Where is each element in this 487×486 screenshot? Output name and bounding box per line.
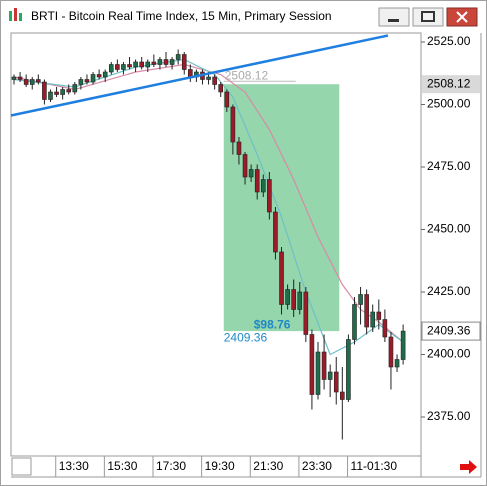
y-tick-label: 2475.00 — [427, 159, 471, 173]
candle-body — [11, 76, 17, 80]
price-marker — [421, 321, 481, 341]
candle-body — [358, 294, 363, 305]
candle-body — [230, 106, 236, 143]
x-tick-label: 15:30 — [107, 459, 137, 473]
candle-body — [17, 76, 23, 80]
x-tick-label: 11-01:30 — [351, 459, 398, 473]
candle-body — [78, 79, 84, 85]
x-tick-label: 21:30 — [253, 459, 283, 473]
candle-body — [236, 141, 242, 155]
candle-body — [303, 291, 309, 335]
candle-body — [36, 79, 41, 83]
candle-body — [364, 294, 369, 328]
candle-body — [60, 89, 65, 95]
candle-body — [382, 319, 388, 338]
candle-body — [23, 79, 29, 85]
candle-body — [291, 289, 296, 310]
candle-body — [333, 371, 339, 393]
candle-body — [388, 336, 394, 368]
restore-button[interactable] — [412, 7, 444, 27]
corner-box[interactable] — [11, 457, 32, 476]
candle-body — [327, 371, 333, 380]
minimize-button[interactable] — [378, 7, 410, 27]
candle-body — [224, 91, 230, 108]
candle-body — [133, 61, 138, 68]
candle-body — [66, 89, 72, 93]
candle-body — [260, 179, 266, 193]
y-tick-label: 2400.00 — [427, 347, 471, 361]
measure-bottom-label: 2409.36 — [224, 330, 268, 344]
candle-body — [212, 76, 217, 85]
candle-body — [96, 74, 102, 78]
candle-body — [321, 351, 327, 380]
candle-body — [273, 211, 278, 253]
candle-body — [163, 59, 169, 65]
y-tick-label: 2425.00 — [427, 284, 471, 298]
candle-body — [394, 359, 400, 368]
candle-body — [254, 169, 260, 193]
candle-body — [297, 291, 303, 310]
candle-body — [267, 179, 272, 213]
x-tick-label: 19:30 — [205, 459, 235, 473]
measure-difference-label: $98.76 — [254, 317, 291, 331]
candle-body — [90, 74, 96, 83]
candle-body — [400, 330, 406, 360]
candle-body — [127, 64, 132, 68]
candle-body — [84, 79, 90, 83]
x-tick-label: 13:30 — [59, 459, 89, 473]
x-tick-label: 23:30 — [302, 459, 332, 473]
candle-body — [175, 54, 181, 60]
candle-body — [370, 311, 376, 328]
x-tick-label: 17:30 — [156, 459, 186, 473]
candle-body — [352, 304, 357, 340]
candle-body — [279, 251, 284, 305]
candle-body — [48, 91, 53, 100]
y-tick-label: 2500.00 — [427, 97, 471, 111]
trendline — [10, 34, 389, 117]
candle-body — [29, 79, 35, 85]
candle-body — [242, 154, 248, 178]
candle-body — [315, 351, 321, 395]
measure-top-label: 2508.12 — [225, 68, 269, 82]
candle-body — [218, 84, 224, 93]
candle-body — [54, 91, 59, 95]
scroll-arrow[interactable] — [460, 460, 477, 474]
price-marker — [422, 75, 480, 94]
candle-body — [285, 289, 290, 305]
candle-body — [340, 391, 345, 400]
candle-body — [102, 71, 108, 78]
candle-body — [181, 54, 187, 70]
candle-body — [169, 59, 175, 65]
candle-body — [145, 61, 151, 68]
candle-body — [206, 76, 211, 80]
candle-body — [151, 61, 157, 65]
candle-body — [42, 81, 47, 100]
candle-body — [309, 334, 315, 395]
plot-area — [10, 32, 422, 457]
candle-body — [346, 339, 351, 400]
candle-body — [139, 61, 144, 68]
close-button[interactable] — [446, 7, 478, 27]
app-icon — [9, 8, 22, 21]
candle-body — [376, 311, 382, 320]
y-tick-label: 2450.00 — [427, 222, 471, 236]
candle-body — [108, 64, 114, 73]
candle-body — [121, 64, 126, 70]
price-marker-label: 2508.12 — [427, 76, 471, 90]
candle-body — [157, 59, 163, 65]
window-title: BRTI - Bitcoin Real Time Index, 15 Min, … — [31, 9, 332, 23]
candle-body — [72, 84, 78, 93]
candle-body — [248, 169, 254, 178]
y-tick-label: 2375.00 — [427, 409, 471, 423]
y-tick-label: 2525.00 — [427, 34, 471, 48]
price-marker-label: 2409.36 — [427, 323, 471, 337]
candle-body — [115, 64, 120, 70]
